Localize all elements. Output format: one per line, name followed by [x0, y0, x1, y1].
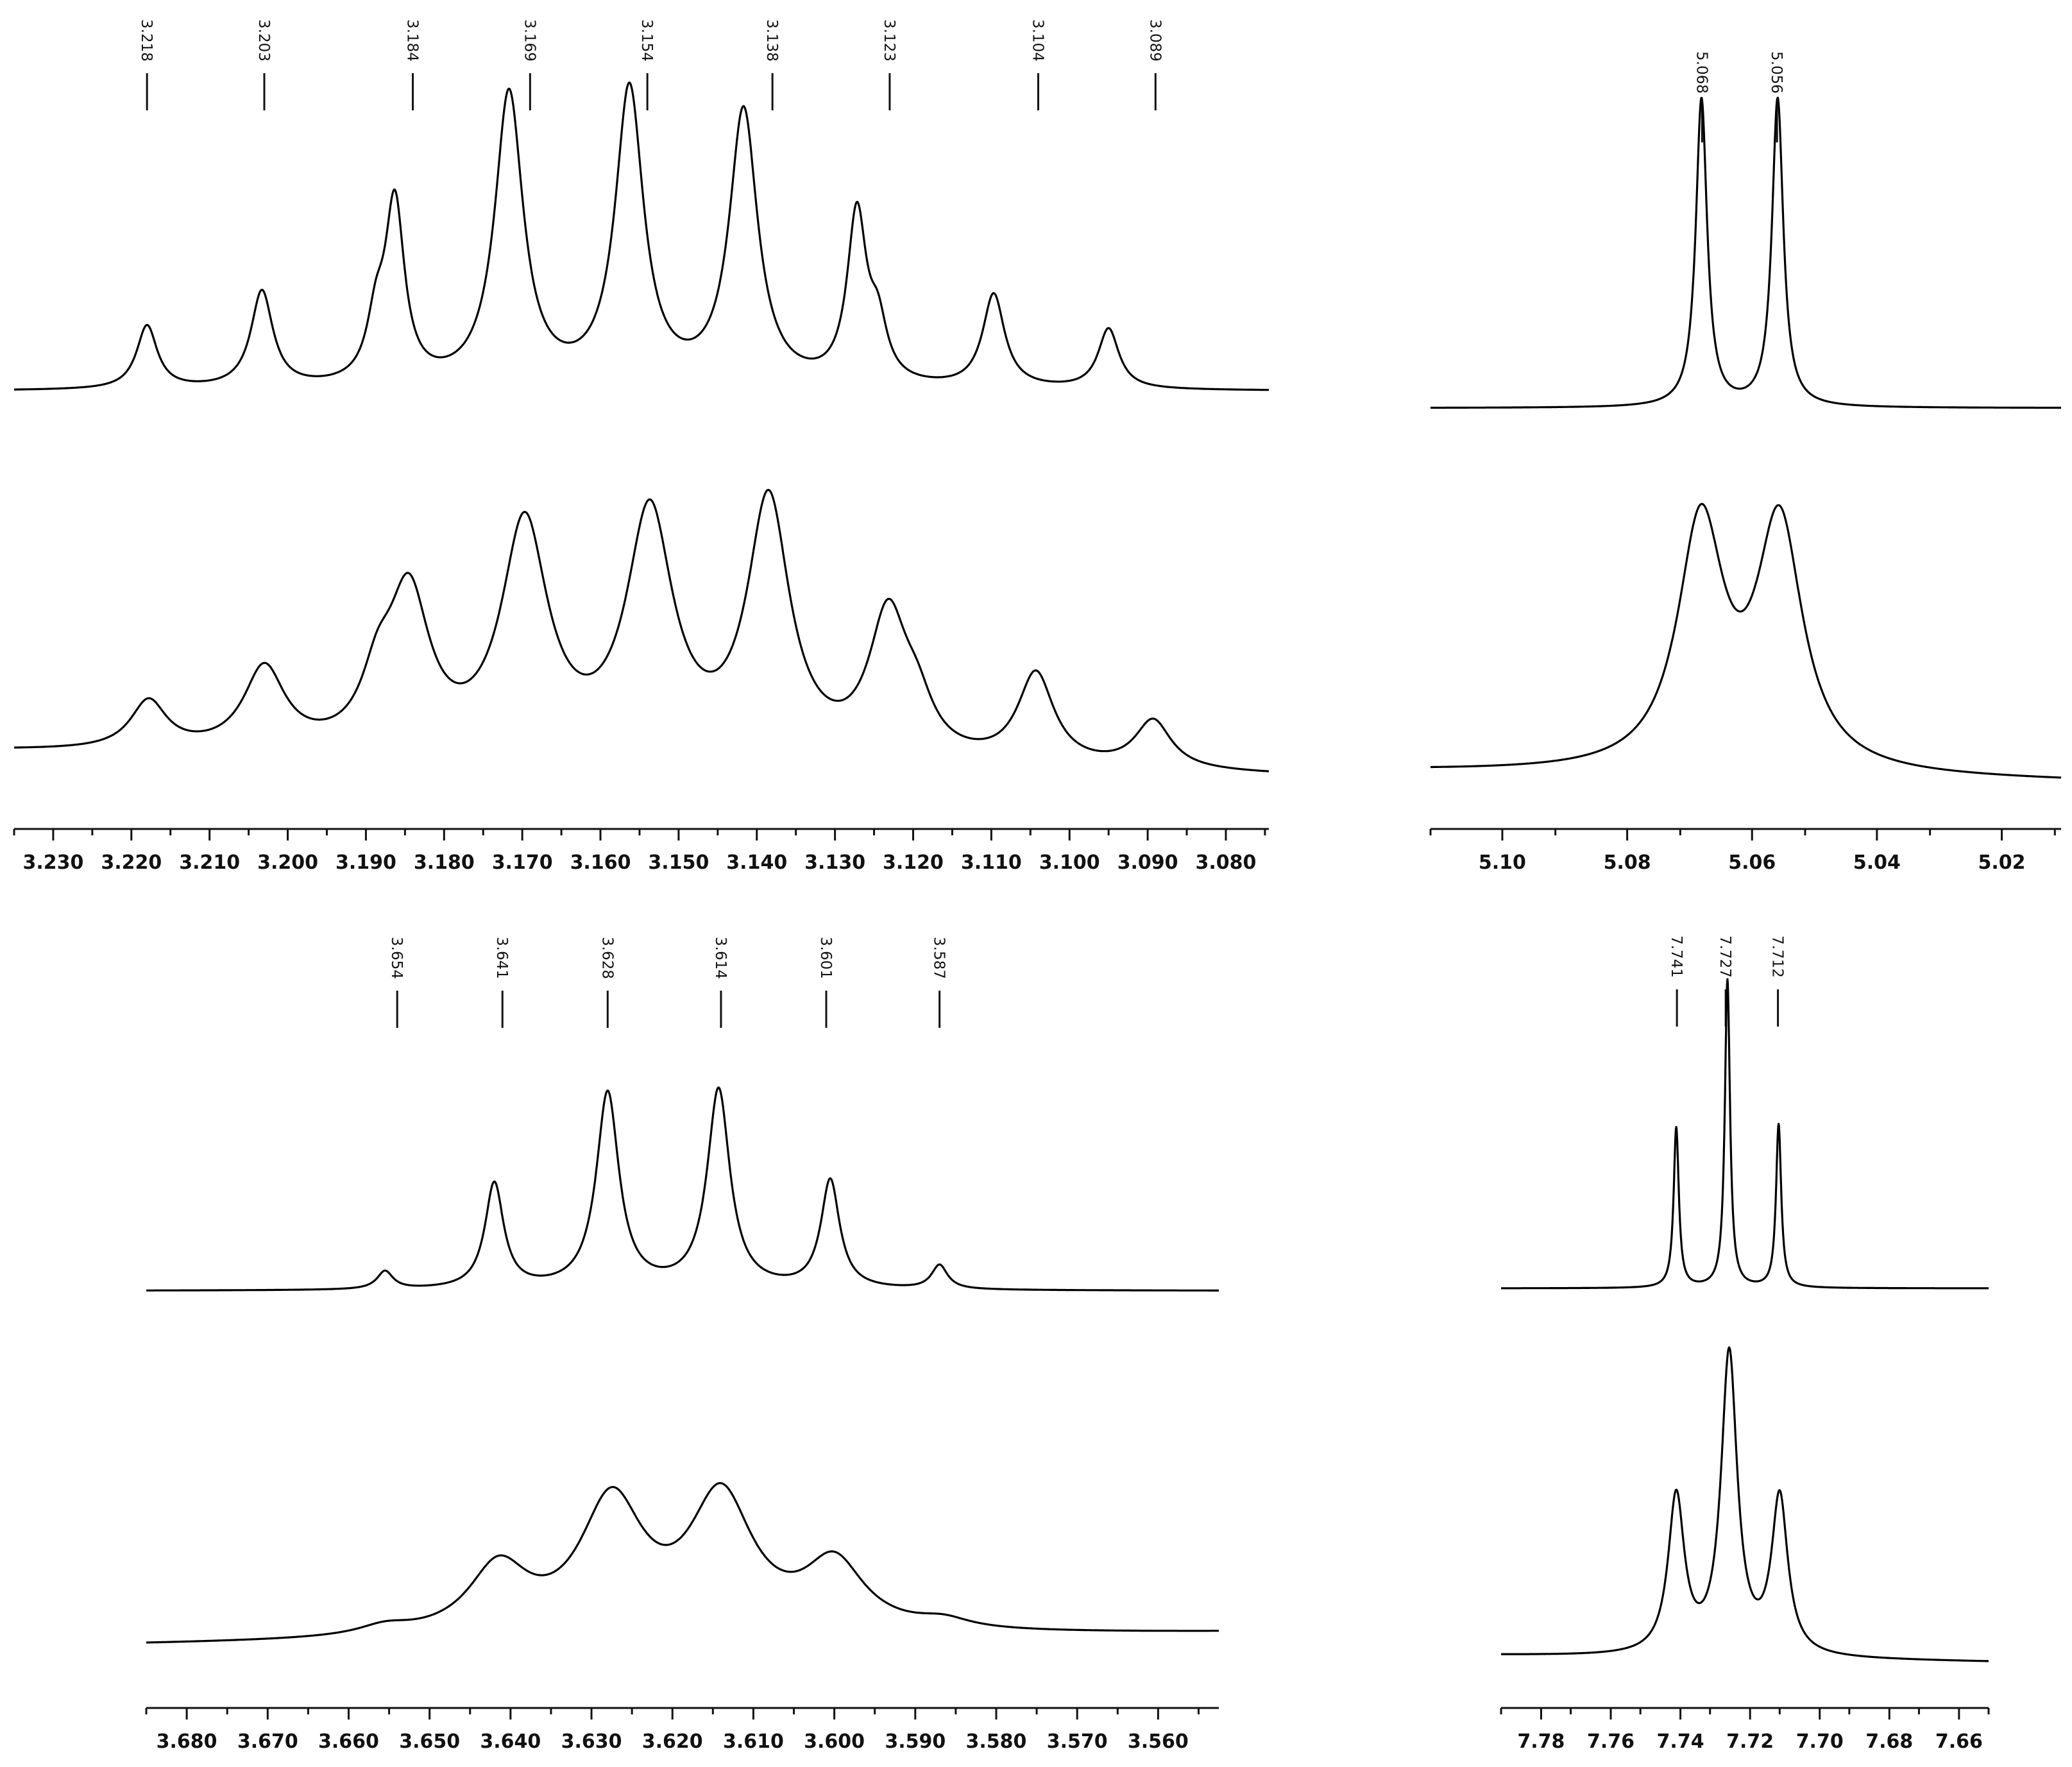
x-tick-label: 3.570 — [1047, 1730, 1108, 1753]
peak-label: 5.056 — [1768, 51, 1785, 94]
x-tick-label: 3.560 — [1128, 1730, 1189, 1753]
x-tick-label: 3.100 — [1039, 851, 1100, 874]
x-tick-label: 5.06 — [1728, 851, 1776, 874]
x-tick-label: 3.580 — [966, 1730, 1027, 1753]
panel-5.06-ppm-doublet: 5.10 5.08 5.06 5.04 5.02 5.068 5.056 — [1429, 51, 2062, 874]
spectrum-trace-upper — [13, 81, 1270, 391]
x-tick-label: 3.590 — [885, 1730, 946, 1753]
peak-label: 3.123 — [881, 19, 897, 62]
spectrum-trace-lower — [1430, 502, 2062, 779]
x-tick-label: 3.150 — [648, 851, 709, 874]
x-tick-label: 7.70 — [1796, 1730, 1844, 1753]
x-tick-label: 7.68 — [1865, 1730, 1913, 1753]
peak-label: 5.068 — [1693, 51, 1710, 94]
panel-7.73-ppm-triplet: 7.78 7.76 7.74 7.72 7.70 7.68 7.66 7.741 7.727 7.… — [1500, 935, 1990, 1753]
x-tick-label: 3.140 — [726, 851, 787, 874]
peak-label: 3.628 — [599, 937, 615, 979]
spectrum-trace-lower — [146, 1482, 1219, 1644]
spectrum-trace-upper — [146, 1086, 1219, 1292]
x-tick-label: 3.180 — [414, 851, 475, 874]
peak-label: 3.203 — [255, 19, 272, 62]
panel-3.15-ppm-multiplet: 3.230 3.220 3.210 3.200 3.190 3.180 3.170 3.160… — [13, 19, 1270, 874]
spectrum-trace-upper — [1500, 978, 1990, 1290]
x-tick-label: 3.600 — [804, 1730, 865, 1753]
x-tick-label: 7.72 — [1726, 1730, 1774, 1753]
peak-label: 3.218 — [138, 19, 155, 62]
x-tick-label: 3.200 — [257, 851, 318, 874]
x-tick-label: 3.120 — [883, 851, 944, 874]
x-tick-label: 3.670 — [237, 1730, 298, 1753]
x-tick-label: 3.080 — [1196, 851, 1257, 874]
peak-label: 7.727 — [1717, 935, 1733, 978]
peak-label: 3.601 — [817, 937, 834, 979]
x-tick-label: 3.220 — [101, 851, 162, 874]
x-tick-label: 7.76 — [1587, 1730, 1635, 1753]
spectrum-trace-upper — [1430, 96, 2062, 409]
peak-label: 7.741 — [1668, 935, 1685, 978]
peak-label: 3.614 — [712, 937, 729, 979]
x-tick-label: 7.66 — [1935, 1730, 1983, 1753]
x-tick-label: 5.08 — [1604, 851, 1651, 874]
peak-label: 3.138 — [763, 19, 780, 62]
x-tick-label: 7.74 — [1657, 1730, 1704, 1753]
x-tick-label: 3.610 — [723, 1730, 784, 1753]
spectrum-trace-lower — [1500, 1346, 1990, 1662]
x-tick-label: 3.130 — [804, 851, 865, 874]
x-tick-label: 3.190 — [335, 851, 396, 874]
peak-label: 7.712 — [1769, 935, 1786, 978]
x-tick-label: 3.630 — [561, 1730, 622, 1753]
x-tick-label: 7.78 — [1517, 1730, 1565, 1753]
x-tick-label: 3.160 — [570, 851, 631, 874]
x-tick-label: 3.650 — [399, 1730, 460, 1753]
x-tick-label: 5.04 — [1853, 851, 1901, 874]
x-tick-label: 3.620 — [642, 1730, 703, 1753]
x-tick-label: 5.02 — [1978, 851, 2026, 874]
spectrum-trace-lower — [13, 489, 1270, 773]
x-tick-label: 3.110 — [961, 851, 1022, 874]
x-tick-label: 3.170 — [492, 851, 553, 874]
x-tick-label: 3.660 — [318, 1730, 379, 1753]
x-tick-label: 3.230 — [22, 851, 83, 874]
x-tick-label: 3.680 — [157, 1730, 217, 1753]
x-tick-label: 3.090 — [1117, 851, 1178, 874]
peak-label: 3.089 — [1146, 19, 1163, 62]
peak-label: 3.641 — [493, 937, 510, 979]
peak-label: 3.169 — [521, 19, 538, 62]
peak-label: 3.654 — [388, 937, 405, 979]
x-tick-label: 3.210 — [179, 851, 240, 874]
peak-label: 3.587 — [931, 937, 947, 979]
x-tick-label: 5.10 — [1479, 851, 1526, 874]
panel-3.62-ppm-multiplet: 3.680 3.670 3.660 3.650 3.640 3.630 3.620 3.610… — [145, 937, 1219, 1753]
x-tick-label: 3.640 — [480, 1730, 541, 1753]
peak-label: 3.154 — [638, 19, 655, 62]
peak-label: 3.104 — [1029, 19, 1046, 62]
peak-label: 3.184 — [404, 19, 421, 62]
